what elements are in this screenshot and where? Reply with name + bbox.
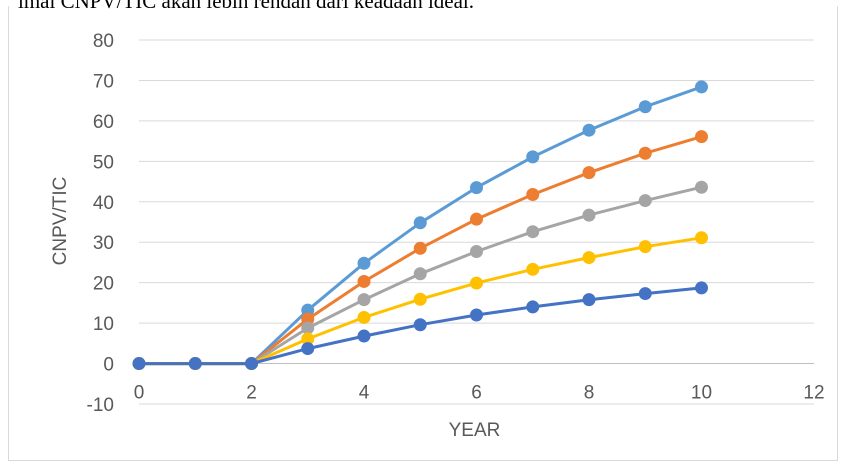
data-point bbox=[357, 256, 371, 270]
data-point bbox=[526, 187, 540, 201]
x-tick-label: 4 bbox=[359, 383, 370, 404]
data-point bbox=[301, 303, 315, 317]
x-axis-ticks: 0 2 4 6 8 10 12 bbox=[134, 383, 825, 404]
data-point bbox=[526, 150, 540, 164]
y-tick-label: 20 bbox=[93, 274, 114, 295]
data-point bbox=[301, 332, 315, 346]
series-group bbox=[132, 80, 708, 371]
data-point bbox=[470, 245, 483, 259]
data-point bbox=[638, 146, 652, 160]
data-point bbox=[638, 287, 652, 301]
series-3 bbox=[132, 180, 708, 371]
y-tick-label: 30 bbox=[93, 233, 114, 254]
data-point bbox=[413, 216, 427, 230]
x-axis-label: YEAR bbox=[449, 420, 501, 441]
y-tick-label: 0 bbox=[103, 355, 114, 376]
data-point bbox=[582, 293, 596, 307]
series-5 bbox=[132, 281, 708, 371]
data-point bbox=[526, 300, 540, 314]
data-point bbox=[413, 241, 427, 255]
data-point bbox=[357, 293, 371, 307]
data-point bbox=[695, 80, 708, 94]
data-point bbox=[301, 312, 315, 326]
data-point bbox=[582, 166, 596, 180]
x-tick-label: 6 bbox=[471, 383, 482, 404]
data-point bbox=[695, 180, 708, 194]
data-point bbox=[470, 308, 483, 322]
data-point bbox=[301, 321, 315, 335]
data-point bbox=[188, 357, 202, 371]
data-point bbox=[526, 225, 540, 239]
y-tick-label: 50 bbox=[93, 152, 114, 173]
data-point bbox=[470, 181, 483, 195]
data-point bbox=[413, 267, 427, 281]
x-tick-label: 10 bbox=[691, 383, 712, 404]
chart-frame bbox=[8, 6, 838, 461]
data-point bbox=[470, 212, 483, 226]
x-tick-label: 0 bbox=[134, 383, 145, 404]
data-point bbox=[582, 123, 596, 137]
y-tick-label: 10 bbox=[93, 314, 114, 335]
data-point bbox=[132, 357, 146, 371]
y-tick-label: 80 bbox=[93, 31, 114, 52]
y-tick-label: 40 bbox=[93, 193, 114, 214]
x-tick-label: 8 bbox=[584, 383, 595, 404]
y-tick-label: 70 bbox=[93, 71, 114, 92]
data-point bbox=[357, 274, 371, 288]
y-tick-label: -10 bbox=[87, 395, 114, 416]
data-point bbox=[695, 281, 708, 295]
data-point bbox=[695, 130, 708, 144]
x-tick-label: 12 bbox=[803, 383, 824, 404]
data-point bbox=[695, 231, 708, 245]
data-point bbox=[638, 194, 652, 208]
data-point bbox=[582, 208, 596, 222]
y-tick-label: 60 bbox=[93, 112, 114, 133]
data-point bbox=[301, 342, 315, 356]
y-axis-label: CNPV/TIC bbox=[50, 177, 71, 266]
y-axis-ticks: -10 0 10 20 30 40 50 60 70 80 bbox=[87, 31, 114, 416]
x-tick-label: 2 bbox=[246, 383, 257, 404]
data-point bbox=[638, 100, 652, 114]
data-point bbox=[357, 329, 371, 343]
data-point bbox=[357, 310, 371, 324]
background-document-text: imal CNPV/TIC akan lebih rendah dari kea… bbox=[18, 0, 475, 13]
data-point bbox=[470, 276, 483, 290]
data-point bbox=[582, 251, 596, 265]
data-point bbox=[638, 240, 652, 254]
data-point bbox=[413, 318, 427, 332]
data-point bbox=[526, 262, 540, 276]
data-point bbox=[245, 357, 258, 371]
data-point bbox=[413, 292, 427, 306]
